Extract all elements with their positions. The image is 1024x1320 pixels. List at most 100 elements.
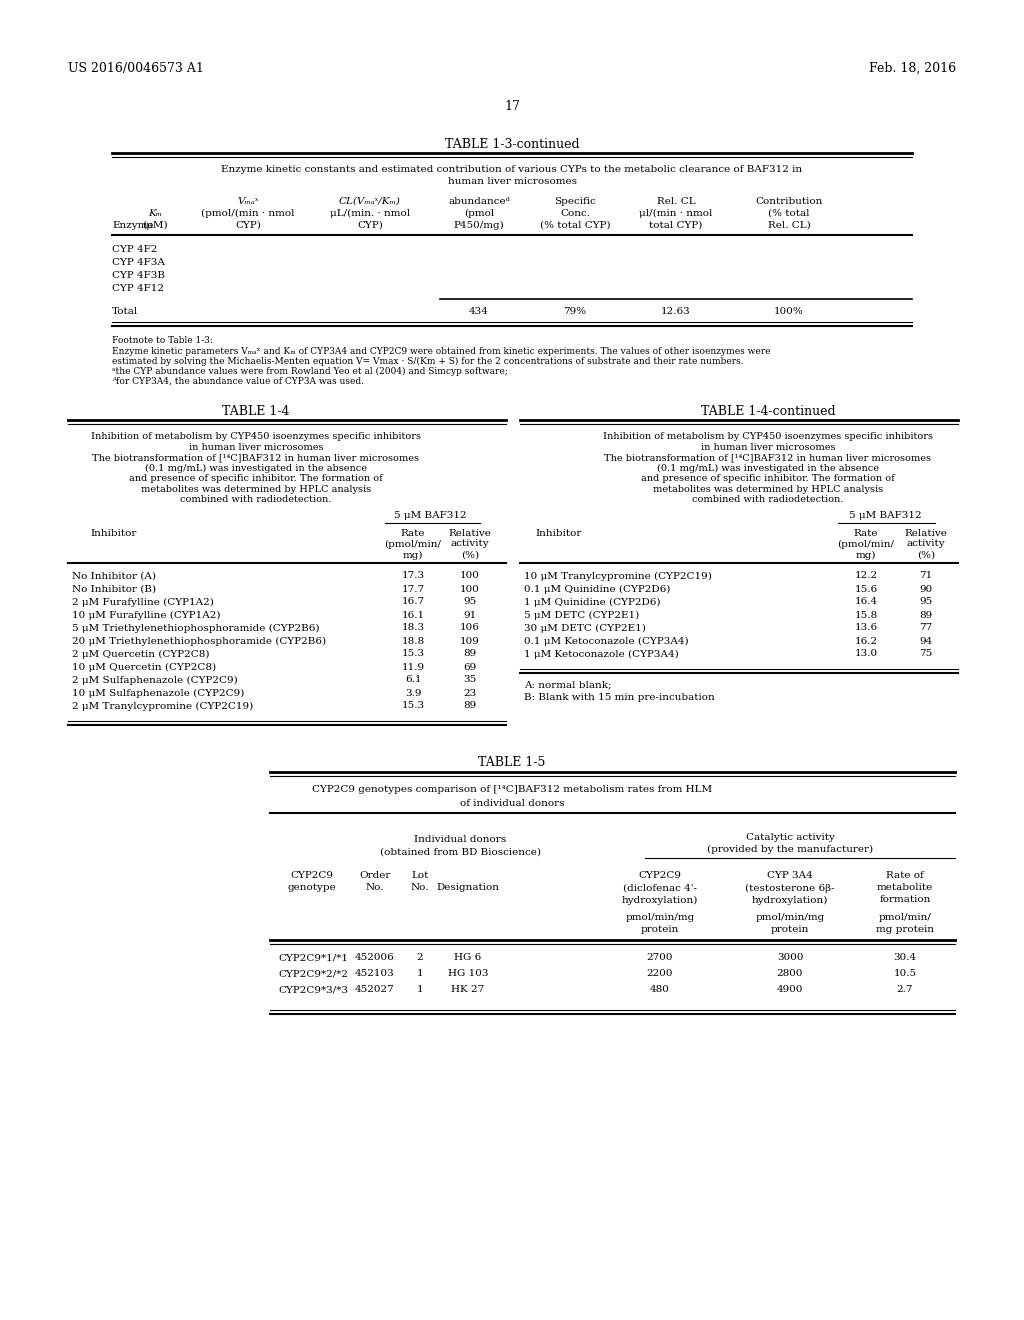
Text: 18.8: 18.8 xyxy=(401,636,425,645)
Text: 30.4: 30.4 xyxy=(893,953,916,962)
Text: CYP): CYP) xyxy=(357,220,383,230)
Text: 15.6: 15.6 xyxy=(854,585,878,594)
Text: pmol/min/mg: pmol/min/mg xyxy=(756,913,824,923)
Text: TABLE 1-5: TABLE 1-5 xyxy=(478,755,546,768)
Text: 1 μM Ketoconazole (CYP3A4): 1 μM Ketoconazole (CYP3A4) xyxy=(524,649,679,659)
Text: activity: activity xyxy=(451,540,489,549)
Text: 95: 95 xyxy=(920,598,933,606)
Text: 69: 69 xyxy=(464,663,476,672)
Text: CYP2C9*1/*1: CYP2C9*1/*1 xyxy=(278,953,348,962)
Text: Enzyme kinetic constants and estimated contribution of various CYPs to the metab: Enzyme kinetic constants and estimated c… xyxy=(221,165,803,174)
Text: 15.3: 15.3 xyxy=(401,701,425,710)
Text: No Inhibitor (B): No Inhibitor (B) xyxy=(72,585,156,594)
Text: 452027: 452027 xyxy=(355,986,395,994)
Text: 18.3: 18.3 xyxy=(401,623,425,632)
Text: metabolites was determined by HPLC analysis: metabolites was determined by HPLC analy… xyxy=(141,484,371,494)
Text: (diclofenac 4'-: (diclofenac 4'- xyxy=(623,883,697,892)
Text: pmol/min/mg: pmol/min/mg xyxy=(626,913,694,923)
Text: 17: 17 xyxy=(504,100,520,114)
Text: Rate: Rate xyxy=(400,528,425,537)
Text: 2.7: 2.7 xyxy=(897,986,913,994)
Text: 15.3: 15.3 xyxy=(401,649,425,659)
Text: metabolites was determined by HPLC analysis: metabolites was determined by HPLC analy… xyxy=(653,484,883,494)
Text: Kₘ: Kₘ xyxy=(147,209,162,218)
Text: Inhibition of metabolism by CYP450 isoenzymes specific inhibitors: Inhibition of metabolism by CYP450 isoen… xyxy=(91,432,421,441)
Text: 90: 90 xyxy=(920,585,933,594)
Text: 75: 75 xyxy=(920,649,933,659)
Text: Total: Total xyxy=(112,308,138,315)
Text: protein: protein xyxy=(641,925,679,935)
Text: 16.2: 16.2 xyxy=(854,636,878,645)
Text: No.: No. xyxy=(366,883,384,892)
Text: (0.1 mg/mL) was investigated in the absence: (0.1 mg/mL) was investigated in the abse… xyxy=(657,463,879,473)
Text: 11.9: 11.9 xyxy=(401,663,425,672)
Text: Relative: Relative xyxy=(904,528,947,537)
Text: 10 μM Sulfaphenazole (CYP2C9): 10 μM Sulfaphenazole (CYP2C9) xyxy=(72,689,245,698)
Text: Rate of: Rate of xyxy=(886,871,924,880)
Text: genotype: genotype xyxy=(288,883,336,892)
Text: 2 μM Sulfaphenazole (CYP2C9): 2 μM Sulfaphenazole (CYP2C9) xyxy=(72,676,238,685)
Text: 1 μM Quinidine (CYP2D6): 1 μM Quinidine (CYP2D6) xyxy=(524,598,660,607)
Text: HG 103: HG 103 xyxy=(447,969,488,978)
Text: 480: 480 xyxy=(650,986,670,994)
Text: (pmol/min/: (pmol/min/ xyxy=(838,540,895,549)
Text: Designation: Designation xyxy=(436,883,500,892)
Text: (pmol/(min · nmol: (pmol/(min · nmol xyxy=(202,209,295,218)
Text: (% total CYP): (% total CYP) xyxy=(540,220,610,230)
Text: 16.1: 16.1 xyxy=(401,610,425,619)
Text: protein: protein xyxy=(771,925,809,935)
Text: 16.4: 16.4 xyxy=(854,598,878,606)
Text: P450/mg): P450/mg) xyxy=(454,220,505,230)
Text: 2700: 2700 xyxy=(647,953,673,962)
Text: Rel. CL): Rel. CL) xyxy=(768,220,810,230)
Text: 100%: 100% xyxy=(774,308,804,315)
Text: 10.5: 10.5 xyxy=(893,969,916,978)
Text: (0.1 mg/mL) was investigated in the absence: (0.1 mg/mL) was investigated in the abse… xyxy=(145,463,367,473)
Text: and presence of specific inhibitor. The formation of: and presence of specific inhibitor. The … xyxy=(641,474,895,483)
Text: 2 μM Tranylcypromine (CYP2C19): 2 μM Tranylcypromine (CYP2C19) xyxy=(72,701,253,710)
Text: Feb. 18, 2016: Feb. 18, 2016 xyxy=(869,62,956,75)
Text: 0.1 μM Quinidine (CYP2D6): 0.1 μM Quinidine (CYP2D6) xyxy=(524,585,671,594)
Text: 109: 109 xyxy=(460,636,480,645)
Text: Order: Order xyxy=(359,871,391,880)
Text: 95: 95 xyxy=(464,598,476,606)
Text: 30 μM DETC (CYP2E1): 30 μM DETC (CYP2E1) xyxy=(524,623,646,632)
Text: Relative: Relative xyxy=(449,528,492,537)
Text: formation: formation xyxy=(880,895,931,904)
Text: 452006: 452006 xyxy=(355,953,395,962)
Text: 2200: 2200 xyxy=(647,969,673,978)
Text: 100: 100 xyxy=(460,585,480,594)
Text: 13.0: 13.0 xyxy=(854,649,878,659)
Text: Vₘₐˣ: Vₘₐˣ xyxy=(238,197,259,206)
Text: and presence of specific inhibitor. The formation of: and presence of specific inhibitor. The … xyxy=(129,474,383,483)
Text: 16.7: 16.7 xyxy=(401,598,425,606)
Text: (μM): (μM) xyxy=(142,220,168,230)
Text: 3.9: 3.9 xyxy=(404,689,421,697)
Text: Catalytic activity: Catalytic activity xyxy=(745,833,835,842)
Text: Footnote to Table 1-3:: Footnote to Table 1-3: xyxy=(112,337,213,345)
Text: in human liver microsomes: in human liver microsomes xyxy=(188,442,324,451)
Text: No Inhibitor (A): No Inhibitor (A) xyxy=(72,572,156,581)
Text: ᴬfor CYP3A4, the abundance value of CYP3A was used.: ᴬfor CYP3A4, the abundance value of CYP3… xyxy=(112,378,364,385)
Text: 2 μM Quercetin (CYP2C8): 2 μM Quercetin (CYP2C8) xyxy=(72,649,210,659)
Text: mg protein: mg protein xyxy=(876,925,934,935)
Text: Individual donors: Individual donors xyxy=(414,836,506,845)
Text: 1: 1 xyxy=(417,986,423,994)
Text: CYP2C9: CYP2C9 xyxy=(291,871,334,880)
Text: combined with radiodetection.: combined with radiodetection. xyxy=(180,495,332,504)
Text: CYP 4F3A: CYP 4F3A xyxy=(112,257,165,267)
Text: 10 μM Quercetin (CYP2C8): 10 μM Quercetin (CYP2C8) xyxy=(72,663,216,672)
Text: 35: 35 xyxy=(464,676,476,685)
Text: of individual donors: of individual donors xyxy=(460,799,564,808)
Text: CYP 4F2: CYP 4F2 xyxy=(112,246,158,253)
Text: 94: 94 xyxy=(920,636,933,645)
Text: 4900: 4900 xyxy=(777,986,803,994)
Text: 3000: 3000 xyxy=(777,953,803,962)
Text: 10 μM Tranylcypromine (CYP2C19): 10 μM Tranylcypromine (CYP2C19) xyxy=(524,572,712,581)
Text: 77: 77 xyxy=(920,623,933,632)
Text: CYP 4F12: CYP 4F12 xyxy=(112,284,164,293)
Text: 12.63: 12.63 xyxy=(662,308,691,315)
Text: CYP): CYP) xyxy=(236,220,261,230)
Text: 71: 71 xyxy=(920,572,933,581)
Text: (%): (%) xyxy=(461,550,479,560)
